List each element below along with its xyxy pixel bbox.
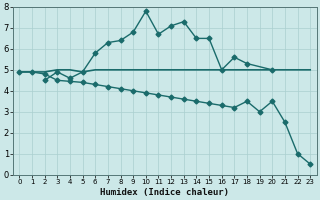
X-axis label: Humidex (Indice chaleur): Humidex (Indice chaleur) <box>100 188 229 197</box>
